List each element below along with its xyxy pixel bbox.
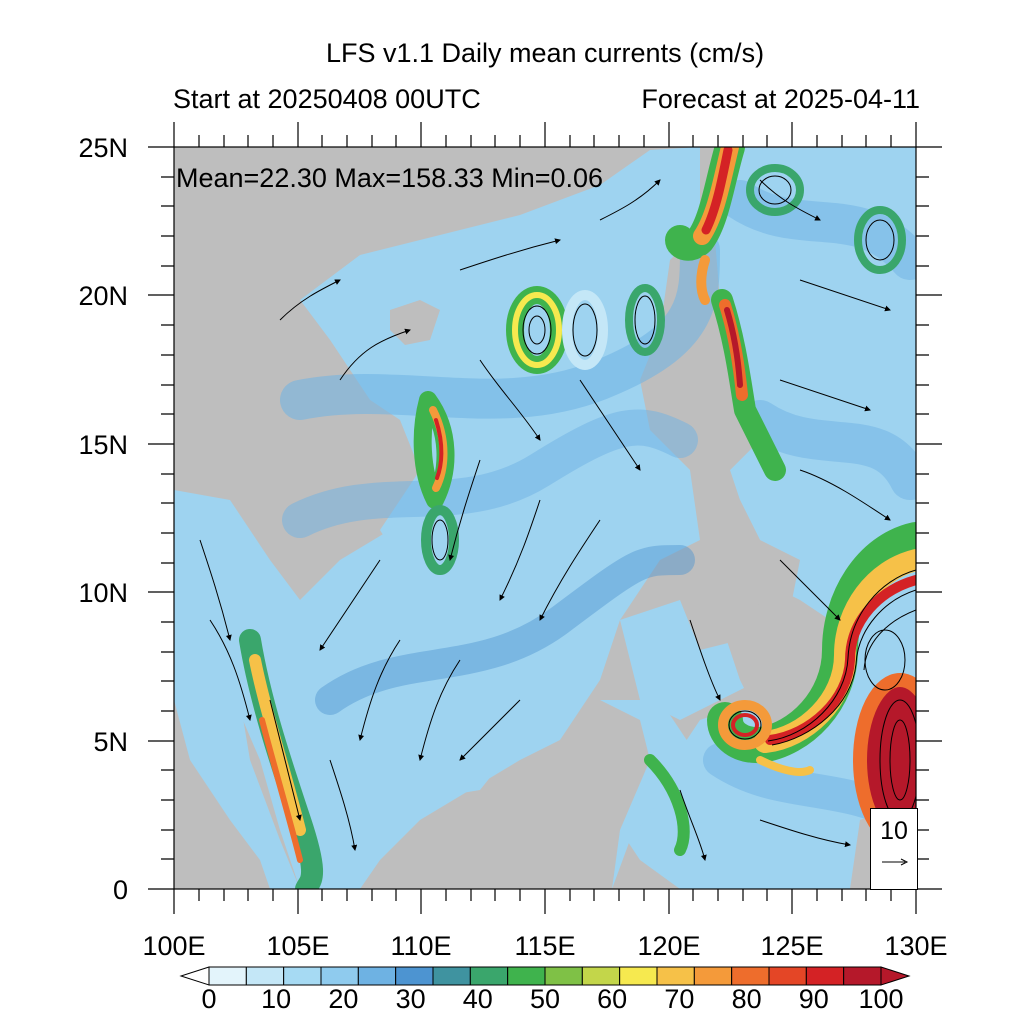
colorbar-swatch (843, 966, 882, 986)
colorbar-swatch (731, 966, 770, 986)
colorbar-tick-label: 30 (395, 984, 426, 1014)
lon-label-130e: 130E (884, 931, 948, 961)
colorbar-swatch (357, 966, 397, 986)
colorbar-swatch (208, 966, 247, 986)
lon-label-105e: 105E (266, 931, 330, 961)
colorbar-swatch (693, 966, 733, 986)
colorbar-tick-label: 40 (462, 984, 493, 1014)
statistics-label: Mean=22.30 Max=158.33 Min=0.06 (176, 163, 604, 193)
colorbar-tick-label: 100 (858, 984, 904, 1014)
colorbar-tick-label: 90 (798, 984, 829, 1014)
map-title: LFS v1.1 Daily mean currents (cm/s) (325, 38, 765, 68)
forecast-time-label: Forecast at 2025-04-11 (641, 84, 920, 114)
lon-label-110e: 110E (390, 931, 452, 961)
colorbar (179, 966, 911, 986)
lat-label-10n: 10N (78, 578, 128, 608)
lat-label-25n: 25N (78, 133, 128, 163)
colorbar-tick-label: 60 (597, 984, 628, 1014)
lat-label-20n: 20N (78, 281, 128, 311)
map-frame (148, 122, 942, 914)
colorbar-swatch (507, 966, 546, 986)
colorbar-tick-label: 20 (328, 984, 359, 1014)
colorbar-tick-label: 70 (664, 984, 695, 1014)
start-time-label: Start at 20250408 00UTC (173, 84, 481, 114)
lat-label-15n: 15N (78, 430, 128, 460)
colorbar-min-triangle (179, 966, 210, 986)
colorbar-tick-label: 50 (529, 984, 561, 1014)
current-streamlines (199, 175, 916, 861)
lat-label-0: 0 (112, 875, 128, 905)
colorbar-swatch (768, 966, 807, 986)
colorbar-swatch (320, 966, 359, 986)
colorbar-swatch (581, 966, 621, 986)
reference-vector-label: 10 (880, 817, 908, 845)
colorbar-swatch (432, 966, 471, 986)
colorbar-swatch (245, 966, 285, 986)
colorbar-swatch (283, 966, 322, 986)
colorbar-swatch (619, 966, 658, 986)
lon-label-125e: 125E (760, 931, 824, 961)
colorbar-tick-label: 80 (731, 984, 762, 1014)
colorbar-swatch (469, 966, 509, 986)
lon-label-100e: 100E (142, 931, 206, 961)
lat-label-5n: 5N (93, 727, 128, 757)
colorbar-swatch (544, 966, 583, 986)
lon-label-115e: 115E (514, 931, 576, 961)
colorbar-swatch (805, 966, 845, 986)
colorbar-swatch (395, 966, 434, 986)
speed-shading (239, 147, 916, 889)
colorbar-max-triangle (880, 966, 911, 986)
lon-label-120e: 120E (637, 931, 701, 961)
reference-vector-box: 10 (870, 808, 918, 890)
colorbar-swatch (656, 966, 695, 986)
colorbar-tick-label: 0 (201, 984, 217, 1014)
reference-arrow-icon (882, 858, 909, 866)
colorbar-tick-label: 10 (261, 984, 292, 1014)
